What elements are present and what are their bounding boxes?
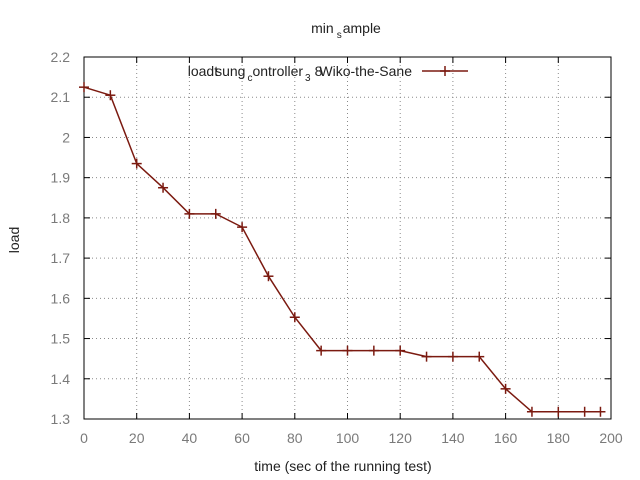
y-tick-label: 2 [62, 129, 70, 145]
legend-label: loadtsung controller 3 8Wiko-the-Sane [188, 63, 412, 84]
y-axis-ticks: 1.3 1.4 1.5 1.6 1.7 1.8 1.9 2 2.1 2.2 [51, 49, 611, 427]
data-point-marker [526, 406, 537, 417]
title-subscript: s [337, 30, 342, 41]
y-tick-label: 1.4 [51, 371, 71, 387]
x-axis-ticks: 0 20 40 60 80 100 120 140 160 180 200 [80, 57, 623, 446]
legend-label-part: loadt [188, 63, 218, 79]
x-tick-label: 140 [441, 430, 465, 446]
chart-title: min sample [311, 20, 381, 41]
x-tick-label: 20 [129, 430, 145, 446]
data-point-marker [447, 351, 458, 362]
data-point-marker [368, 345, 379, 356]
data-point-marker [595, 406, 606, 417]
legend-label-part: 8 [315, 63, 323, 79]
y-tick-label: 2.1 [51, 89, 71, 105]
data-point-marker [500, 383, 511, 394]
series-line [83, 86, 601, 413]
y-tick-label: 1.7 [51, 250, 71, 266]
series-group [79, 82, 606, 417]
y-tick-label: 1.9 [51, 170, 71, 186]
data-point-marker [105, 90, 116, 101]
legend-label-part: ontroller [252, 63, 303, 79]
data-point-marker [342, 345, 353, 356]
x-axis-label: time (sec of the running test) [254, 458, 431, 474]
x-tick-label: 100 [336, 430, 360, 446]
data-point-marker [395, 345, 406, 356]
legend-label-sub: c [247, 73, 252, 84]
data-point-marker [158, 182, 169, 193]
data-point-marker [131, 158, 142, 169]
x-tick-label: 180 [547, 430, 571, 446]
data-point-marker [79, 82, 89, 93]
data-point-marker [210, 208, 221, 219]
data-point-marker [263, 271, 274, 282]
y-tick-label: 1.5 [51, 331, 71, 347]
data-point-marker [474, 351, 485, 362]
data-point-marker [237, 222, 248, 233]
x-tick-label: 0 [80, 430, 88, 446]
y-tick-label: 2.2 [51, 49, 71, 65]
y-tick-label: 1.6 [51, 290, 71, 306]
data-point-marker [289, 312, 300, 323]
legend: loadtsung controller 3 8Wiko-the-Sane [188, 63, 468, 84]
legend-label-part: sung [215, 63, 245, 79]
x-tick-label: 200 [599, 430, 623, 446]
legend-label-sub: 3 [305, 73, 311, 84]
x-tick-label: 80 [287, 430, 303, 446]
data-point-marker [421, 351, 432, 362]
y-axis-label: load [6, 227, 22, 253]
x-tick-label: 160 [494, 430, 518, 446]
data-point-marker [184, 208, 195, 219]
data-point-marker [579, 406, 590, 417]
x-tick-label: 60 [234, 430, 250, 446]
title-text-rest: ample [343, 20, 381, 36]
x-tick-label: 40 [182, 430, 198, 446]
data-point-marker [316, 345, 327, 356]
data-point-marker [553, 406, 564, 417]
plot-frame [83, 56, 612, 420]
title-text: min [311, 20, 334, 36]
grid-lines [84, 57, 611, 419]
y-tick-label: 1.3 [51, 411, 71, 427]
y-tick-label: 1.8 [51, 210, 71, 226]
legend-label-part: Wiko-the-Sane [319, 63, 412, 79]
x-tick-label: 120 [389, 430, 413, 446]
